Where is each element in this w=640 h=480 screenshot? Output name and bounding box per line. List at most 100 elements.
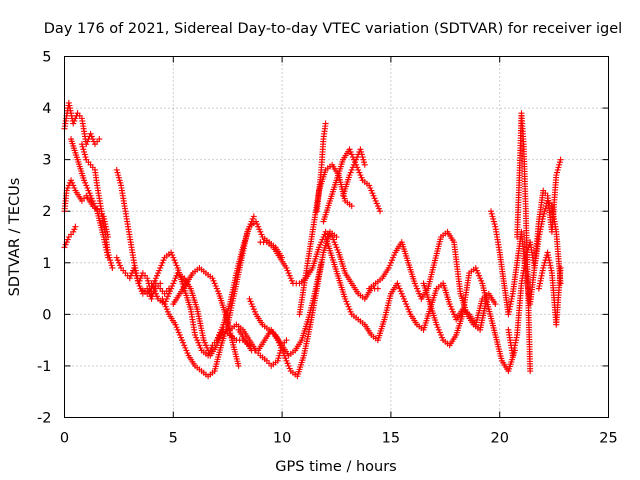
data-point-marker xyxy=(219,324,226,331)
data-point-marker xyxy=(80,146,87,153)
data-point-marker xyxy=(156,267,163,274)
data-point-marker xyxy=(317,241,324,248)
data-point-marker xyxy=(258,231,265,238)
x-tick-label: 15 xyxy=(382,431,400,447)
data-point-marker xyxy=(174,326,181,333)
data-point-marker xyxy=(149,282,156,289)
data-point-marker xyxy=(256,226,263,233)
data-point-marker xyxy=(540,264,547,271)
data-point-marker xyxy=(70,182,77,189)
data-point-marker xyxy=(86,190,93,197)
satellite-track-8 xyxy=(137,249,290,369)
data-point-marker xyxy=(89,197,96,204)
x-tick-label: 20 xyxy=(490,431,508,447)
data-point-marker xyxy=(348,203,355,210)
data-point-marker xyxy=(406,308,413,315)
data-point-marker xyxy=(164,293,171,300)
data-point-marker xyxy=(276,342,283,349)
satellite-track-17 xyxy=(313,120,329,215)
data-point-marker xyxy=(71,226,78,233)
data-point-marker xyxy=(172,259,179,266)
data-point-marker xyxy=(250,306,257,313)
data-point-marker xyxy=(164,308,171,315)
y-axis-label: SDTVAR / TECUs xyxy=(7,178,23,297)
data-point-marker xyxy=(134,275,141,282)
data-point-marker xyxy=(114,169,121,176)
data-point-marker xyxy=(89,136,96,143)
data-point-marker xyxy=(131,264,138,271)
data-point-marker xyxy=(374,203,381,210)
data-point-marker xyxy=(162,303,169,310)
data-point-marker xyxy=(64,185,71,192)
data-point-marker xyxy=(348,166,355,173)
data-point-marker xyxy=(321,231,328,238)
data-point-marker xyxy=(168,285,175,292)
data-point-marker xyxy=(64,236,71,243)
data-point-marker xyxy=(126,275,133,282)
satellite-track-24 xyxy=(514,110,534,375)
data-point-marker xyxy=(447,303,454,310)
data-point-marker xyxy=(350,161,357,168)
data-point-marker xyxy=(414,285,421,292)
data-point-marker xyxy=(346,306,353,313)
data-point-marker xyxy=(211,280,218,287)
data-point-marker xyxy=(347,169,354,176)
data-point-marker xyxy=(152,275,159,282)
data-point-marker xyxy=(322,120,329,127)
data-point-marker xyxy=(183,347,190,354)
data-point-marker xyxy=(369,190,376,197)
data-point-marker xyxy=(274,337,281,344)
data-point-marker xyxy=(396,285,403,292)
data-point-marker xyxy=(82,154,89,161)
data-point-marker xyxy=(205,347,212,354)
data-point-marker xyxy=(82,179,89,186)
data-point-marker xyxy=(329,234,336,240)
data-point-marker xyxy=(192,331,199,338)
data-point-marker xyxy=(488,210,495,217)
data-point-marker xyxy=(105,249,112,256)
data-point-marker xyxy=(540,262,547,269)
data-point-marker xyxy=(93,205,100,212)
data-point-marker xyxy=(70,228,77,235)
data-point-marker xyxy=(159,295,166,302)
data-point-marker xyxy=(78,141,85,148)
y-tick-label: -2 xyxy=(37,411,51,427)
data-point-marker xyxy=(255,223,262,230)
data-point-marker xyxy=(88,195,95,202)
data-point-marker xyxy=(181,342,188,349)
data-point-marker xyxy=(131,267,138,274)
data-point-marker xyxy=(554,169,561,176)
data-point-marker xyxy=(280,350,287,357)
data-point-marker xyxy=(96,136,103,143)
x-tick-labels: 0 5 10 15 20 25 xyxy=(60,431,618,447)
data-point-marker xyxy=(175,329,182,336)
data-point-marker xyxy=(358,151,365,158)
data-point-marker xyxy=(286,365,293,372)
data-point-marker xyxy=(361,159,368,166)
data-point-marker xyxy=(107,259,114,266)
data-point-marker xyxy=(249,215,256,222)
data-point-marker xyxy=(372,197,379,204)
data-point-marker xyxy=(176,331,183,338)
data-point-marker xyxy=(416,290,423,297)
plot-frame xyxy=(64,56,609,418)
data-point-marker xyxy=(109,264,116,271)
data-point-marker xyxy=(402,298,409,305)
data-point-marker xyxy=(115,172,122,179)
data-point-marker xyxy=(285,270,292,277)
data-point-marker xyxy=(252,218,259,225)
data-point-marker xyxy=(400,295,407,302)
data-point-marker xyxy=(356,169,363,176)
data-point-marker xyxy=(411,280,418,287)
y-tick-label: 5 xyxy=(42,50,51,66)
x-tick-label: 10 xyxy=(273,431,291,447)
data-point-marker xyxy=(172,275,179,282)
data-point-marker xyxy=(474,270,481,277)
data-point-marker xyxy=(179,337,186,344)
y-tick-label: 3 xyxy=(42,153,51,169)
data-point-marker xyxy=(342,295,349,302)
data-point-marker xyxy=(69,179,76,186)
data-point-marker xyxy=(171,257,178,264)
data-point-marker xyxy=(330,236,337,243)
data-point-marker xyxy=(451,311,458,318)
